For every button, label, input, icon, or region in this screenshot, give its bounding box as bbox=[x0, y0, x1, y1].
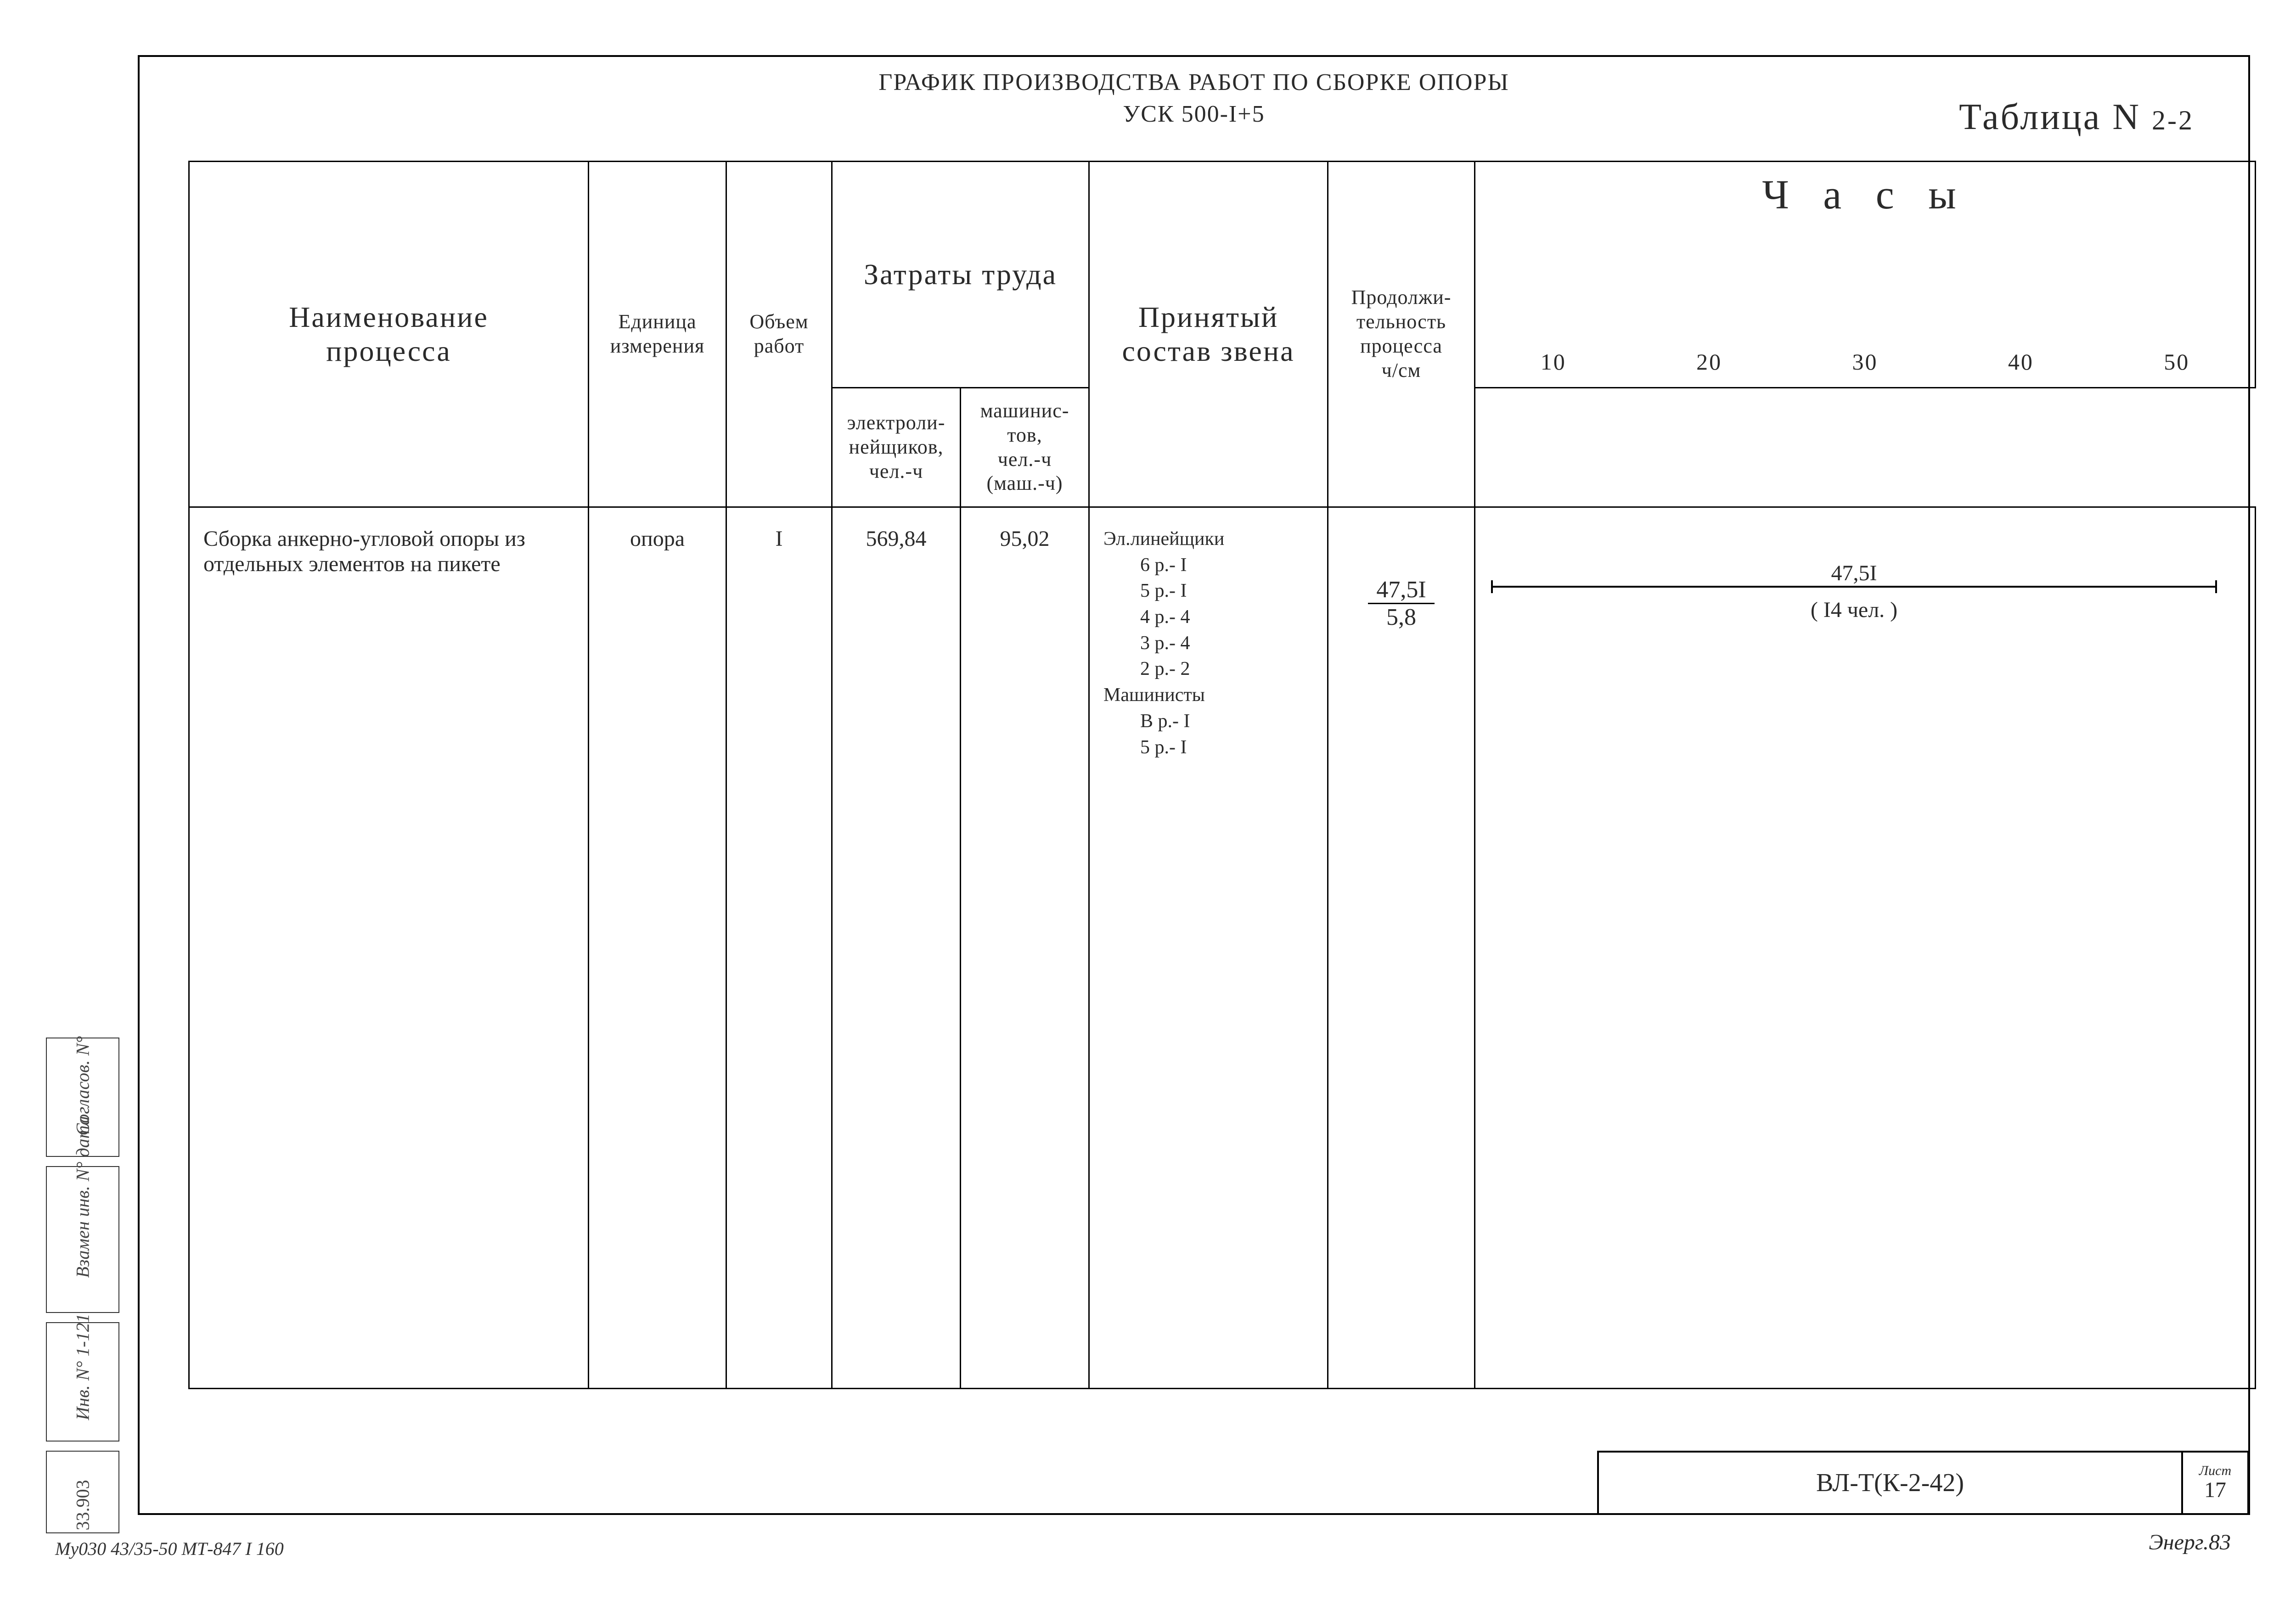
gantt-bar-label: 47,5I bbox=[1808, 561, 1900, 586]
duration-fraction: 47,5I 5,8 bbox=[1368, 577, 1434, 630]
stamp-text: Инв. N° 1-121 bbox=[72, 1349, 94, 1420]
cell-crew: Эл.линейщики 6 р.- I 5 р.- I 4 р.- 4 3 р… bbox=[1089, 507, 1328, 1389]
title-block: ВЛ-Т(К-2-42) Лист 17 bbox=[1597, 1451, 2249, 1515]
hours-title: Ч а с ы bbox=[1475, 162, 2255, 219]
stamp-text: Взамен инв. N° дата bbox=[72, 1206, 94, 1278]
col-labor: Затраты труда bbox=[832, 162, 1089, 388]
crew-line: В р.- I bbox=[1103, 708, 1313, 735]
page: ГРАФИК ПРОИЗВОДСТВА РАБОТ ПО СБОРКЕ ОПОР… bbox=[0, 0, 2296, 1610]
crew-line: 5 р.- I bbox=[1103, 735, 1313, 761]
gantt-bar-sublabel: ( I4 чел. ) bbox=[1772, 597, 1937, 623]
sheet-number: 17 bbox=[2204, 1478, 2226, 1503]
tick: 50 bbox=[2164, 348, 2189, 375]
col-labor-machinists: машинис- тов, чел.-ч (маш.-ч) bbox=[961, 388, 1089, 507]
margin-stamp: Взамен инв. N° дата bbox=[46, 1166, 119, 1313]
col-process-name: Наименование процесса bbox=[189, 162, 589, 507]
title: ГРАФИК ПРОИЗВОДСТВА РАБОТ ПО СБОРКЕ ОПОР… bbox=[138, 69, 2250, 128]
cell-labor-machinists: 95,02 bbox=[961, 507, 1089, 1389]
margin-stamp: Инв. N° 1-121 bbox=[46, 1322, 119, 1442]
schedule-table: Наименование процесса Единица измерения … bbox=[188, 161, 2256, 1389]
col-crew: Принятый состав звена bbox=[1089, 162, 1328, 507]
margin-stamp: 33.903 bbox=[46, 1451, 119, 1533]
title-line2: УСК 500-I+5 bbox=[138, 101, 2250, 128]
drawing-code: ВЛ-Т(К-2-42) bbox=[1599, 1453, 2183, 1513]
footnote-bottom-left: Му030 43/35-50 МТ-847 I 160 bbox=[55, 1538, 284, 1560]
cell-labor-linemen: 569,84 bbox=[832, 507, 961, 1389]
cell-gantt: 47,5I ( I4 чел. ) bbox=[1475, 507, 2256, 1389]
cell-unit: опора bbox=[589, 507, 726, 1389]
table-label-num: 2-2 bbox=[2152, 105, 2194, 135]
crew-line: 5 р.- I bbox=[1103, 578, 1313, 604]
col-duration: Продолжи- тельность процесса ч/см bbox=[1328, 162, 1475, 507]
sheet-label: Лист bbox=[2199, 1463, 2231, 1478]
duration-top: 47,5I bbox=[1368, 577, 1434, 604]
footnote-bottom-right: Энерг.83 bbox=[2149, 1530, 2231, 1555]
col-unit: Единица измерения bbox=[589, 162, 726, 507]
col-labor-linemen: электроли- нейщиков, чел.-ч bbox=[832, 388, 961, 507]
cell-process-name: Сборка анкерно-угловой опоры из отдельны… bbox=[189, 507, 589, 1389]
table-label-word: Таблица N bbox=[1959, 97, 2141, 137]
cell-volume: I bbox=[726, 507, 832, 1389]
tick: 20 bbox=[1696, 348, 1722, 375]
table-number-label: Таблица N 2-2 bbox=[1959, 96, 2194, 138]
tick: 40 bbox=[2008, 348, 2034, 375]
hours-ticks: 10 20 30 40 50 bbox=[1475, 348, 2255, 375]
crew-group-title: Машинисты bbox=[1103, 682, 1313, 708]
crew-group-title: Эл.линейщики bbox=[1103, 526, 1313, 552]
duration-bot: 5,8 bbox=[1368, 604, 1434, 630]
crew-line: 2 р.- 2 bbox=[1103, 656, 1313, 682]
col-hours: Ч а с ы 10 20 30 40 50 bbox=[1475, 162, 2256, 388]
tick: 10 bbox=[1541, 348, 1566, 375]
sheet-number-box: Лист 17 bbox=[2183, 1453, 2247, 1513]
gantt-bar bbox=[1491, 586, 2217, 588]
cell-duration: 47,5I 5,8 bbox=[1328, 507, 1475, 1389]
crew-line: 4 р.- 4 bbox=[1103, 604, 1313, 630]
crew-line: 6 р.- I bbox=[1103, 552, 1313, 578]
stamp-text: 33.903 bbox=[72, 1459, 94, 1531]
col-volume: Объем работ bbox=[726, 162, 832, 507]
title-line1: ГРАФИК ПРОИЗВОДСТВА РАБОТ ПО СБОРКЕ ОПОР… bbox=[138, 69, 2250, 96]
tick: 30 bbox=[1852, 348, 1878, 375]
crew-line: 3 р.- 4 bbox=[1103, 630, 1313, 656]
